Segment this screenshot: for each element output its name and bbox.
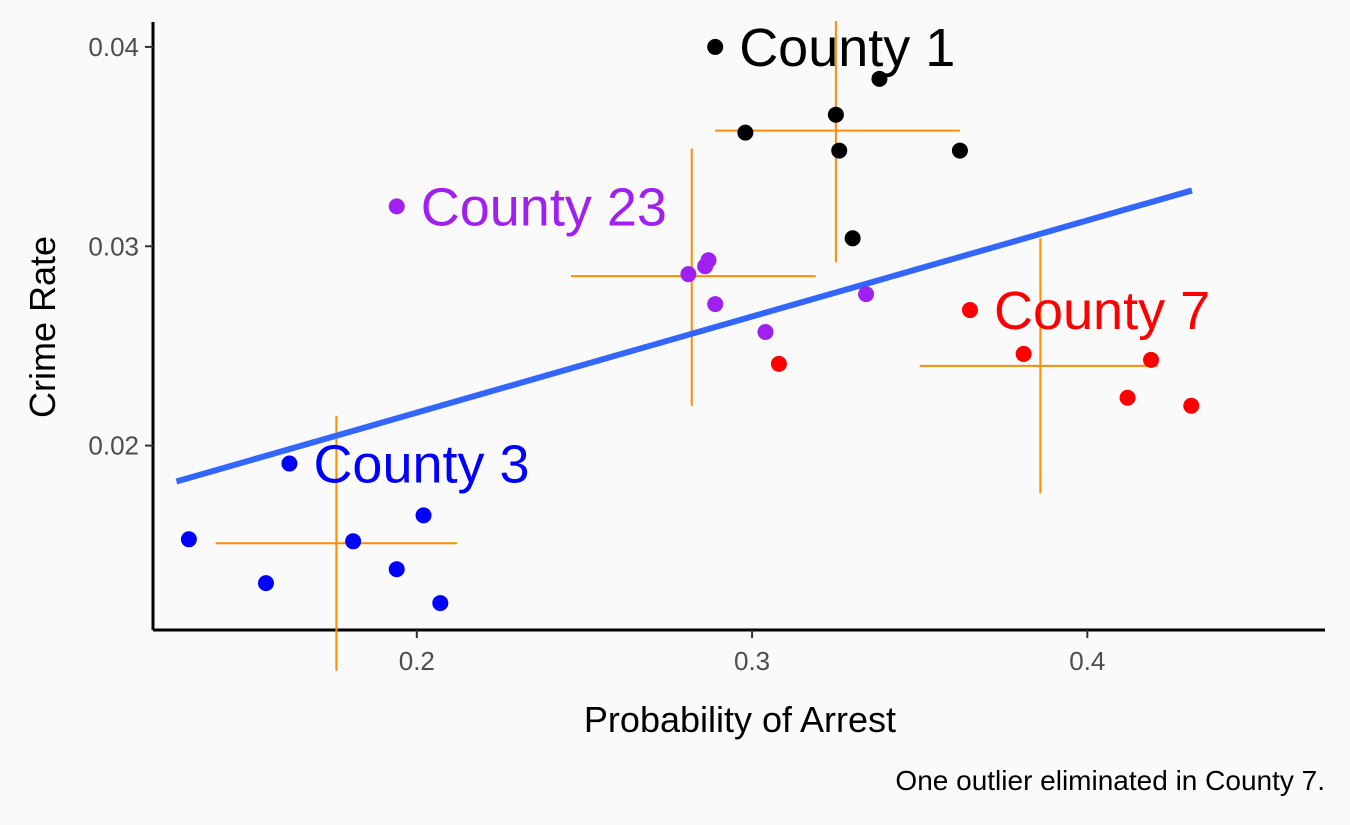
data-point xyxy=(388,198,405,215)
data-point xyxy=(388,561,405,578)
x-axis-title: Probability of Arrest xyxy=(584,699,896,740)
chart-caption: One outlier eliminated in County 7. xyxy=(895,765,1325,796)
data-point xyxy=(1183,397,1200,414)
data-point xyxy=(415,507,432,524)
trend-line-layer xyxy=(175,187,1193,485)
x-tick-label: 0.3 xyxy=(734,646,770,676)
data-point xyxy=(1143,351,1160,368)
data-point xyxy=(1119,389,1136,406)
y-tick-label: 0.04 xyxy=(88,32,139,62)
trend-line xyxy=(175,187,1193,485)
y-tick-label: 0.02 xyxy=(88,431,139,461)
data-point xyxy=(770,355,787,372)
data-point xyxy=(180,531,197,548)
x-tick-label: 0.4 xyxy=(1069,646,1105,676)
county-mean-crosshairs xyxy=(215,21,1158,671)
y-axis-title: Crime Rate xyxy=(22,236,63,418)
data-point xyxy=(1015,345,1032,362)
data-point xyxy=(844,230,861,247)
data-point xyxy=(707,38,724,55)
county-label: County 1 xyxy=(739,18,955,78)
data-point xyxy=(951,142,968,159)
data-point xyxy=(831,142,848,159)
county-labels: County 1 County 23 County 7 County 3 xyxy=(313,18,1210,495)
x-tick-label: 0.2 xyxy=(399,646,435,676)
data-point xyxy=(961,302,978,319)
data-point xyxy=(697,258,714,275)
county-label: County 23 xyxy=(421,177,667,237)
county-label: County 7 xyxy=(994,281,1210,341)
data-point xyxy=(827,106,844,123)
data-point xyxy=(345,533,362,550)
data-point xyxy=(257,575,274,592)
axes: 0.2 0.3 0.4 0.02 0.03 0.04 xyxy=(88,22,1325,676)
data-point xyxy=(737,124,754,141)
data-point xyxy=(871,70,888,87)
data-point xyxy=(680,266,697,283)
data-point xyxy=(858,286,875,303)
data-point xyxy=(707,296,724,313)
data-point xyxy=(432,595,449,612)
data-point xyxy=(281,455,298,472)
data-point xyxy=(757,323,774,340)
county-label: County 3 xyxy=(313,435,529,495)
data-points xyxy=(180,38,1200,612)
y-tick-label: 0.03 xyxy=(88,231,139,261)
